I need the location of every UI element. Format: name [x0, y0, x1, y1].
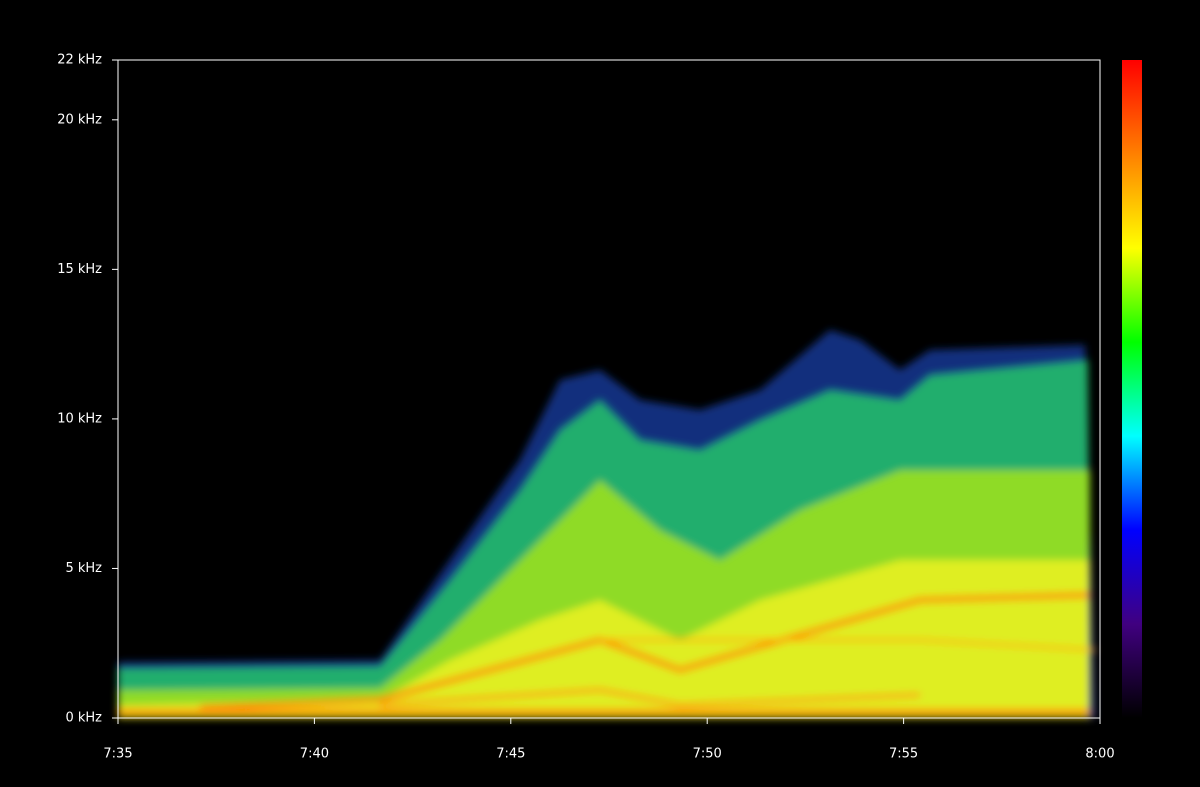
y-tick-label: 0 kHz	[65, 711, 102, 726]
spectrogram-image	[118, 330, 1096, 718]
x-tick-label: 7:55	[889, 747, 918, 762]
y-tick-label: 22 kHz	[57, 53, 102, 68]
plot-frame	[117, 59, 1101, 719]
x-tick-label: 7:35	[103, 747, 132, 762]
y-tick-label: 20 kHz	[57, 112, 102, 127]
x-tick-label: 7:45	[496, 747, 525, 762]
y-tick-label: 15 kHz	[57, 262, 102, 277]
colorbar	[1122, 60, 1142, 718]
x-tick-label: 8:00	[1085, 747, 1114, 762]
x-tick-label: 7:50	[693, 747, 722, 762]
y-tick-label: 5 kHz	[65, 561, 102, 576]
x-tick-label: 7:40	[300, 747, 329, 762]
axes	[117, 59, 1101, 719]
y-tick-label: 10 kHz	[57, 411, 102, 426]
